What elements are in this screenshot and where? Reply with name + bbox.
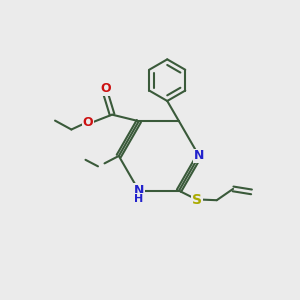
Text: N: N [134,184,144,197]
Text: O: O [82,116,93,129]
Text: N: N [194,149,204,162]
Text: H: H [134,194,143,204]
Text: S: S [192,193,203,207]
Text: O: O [100,82,111,95]
